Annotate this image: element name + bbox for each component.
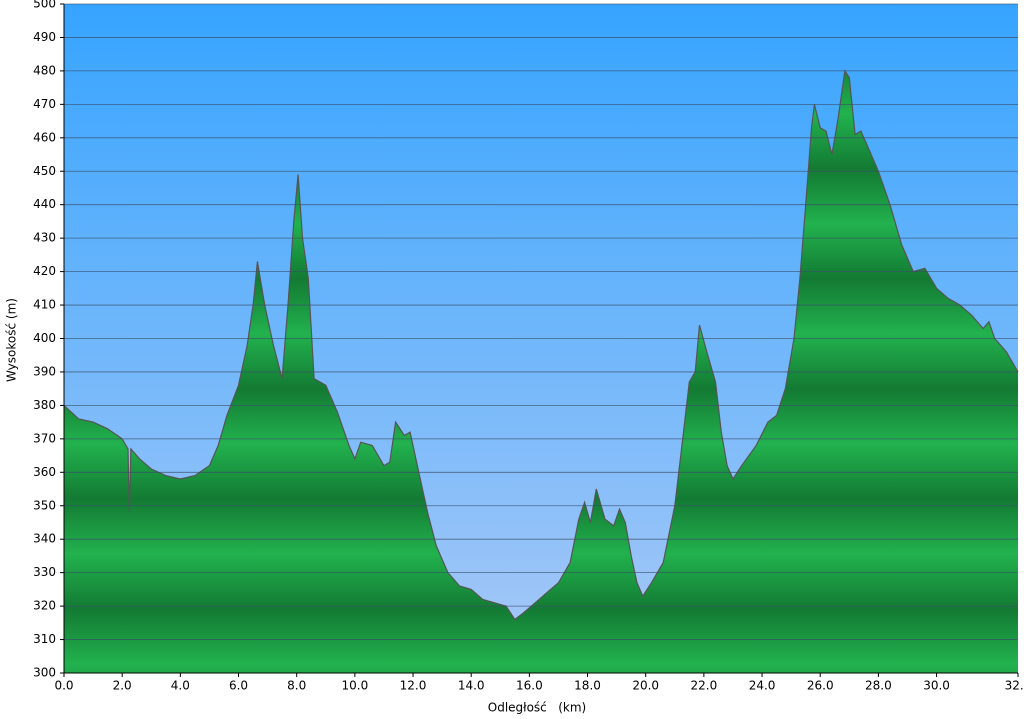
y-tick-label: 350 [33, 498, 56, 512]
y-tick-label: 480 [33, 63, 56, 77]
y-tick-label: 430 [33, 231, 56, 245]
y-tick-label: 320 [33, 599, 56, 613]
y-tick-label: 360 [33, 465, 56, 479]
x-axis-label: Odległość (km) [488, 701, 586, 715]
y-tick-label: 310 [33, 632, 56, 646]
y-tick-label: 460 [33, 130, 56, 144]
y-tick-label: 340 [33, 532, 56, 546]
x-tick-label: 12.0 [400, 679, 427, 693]
y-tick-label: 440 [33, 197, 56, 211]
x-tick-label: 14.0 [458, 679, 485, 693]
area [64, 70, 1018, 673]
x-tick-label: 24.0 [749, 679, 776, 693]
y-tick-label: 420 [33, 264, 56, 278]
x-tick-label: 18.0 [574, 679, 601, 693]
x-tick-label: 2.0 [113, 679, 132, 693]
x-tick-label: 26.0 [807, 679, 834, 693]
y-tick-label: 330 [33, 565, 56, 579]
x-tick-label: 22.0 [691, 679, 718, 693]
x-tick-label: 8.0 [287, 679, 306, 693]
x-tick-label: 30.0 [923, 679, 950, 693]
y-tick-label: 500 [33, 0, 56, 11]
y-tick-label: 450 [33, 164, 56, 178]
x-tick-label: 0.0 [54, 679, 73, 693]
x-tick-label: 20.0 [632, 679, 659, 693]
y-tick-label: 300 [33, 666, 56, 680]
y-tick-label: 380 [33, 398, 56, 412]
x-tick-label: 32.8 [1005, 679, 1024, 693]
area-outline [63, 69, 1019, 621]
y-tick-label: 400 [33, 331, 56, 345]
x-tick-label: 4.0 [171, 679, 190, 693]
y-axis-label: Wysokość (m) [5, 298, 19, 382]
y-tick-label: 390 [33, 364, 56, 378]
x-tick-label: 16.0 [516, 679, 543, 693]
y-tick-label: 410 [33, 298, 56, 312]
y-tick-label: 470 [33, 97, 56, 111]
y-tick-label: 490 [33, 30, 56, 44]
x-tick-label: 10.0 [341, 679, 368, 693]
y-tick-label: 370 [33, 431, 56, 445]
x-tick-label: 6.0 [229, 679, 248, 693]
x-tick-label: 28.0 [865, 679, 892, 693]
